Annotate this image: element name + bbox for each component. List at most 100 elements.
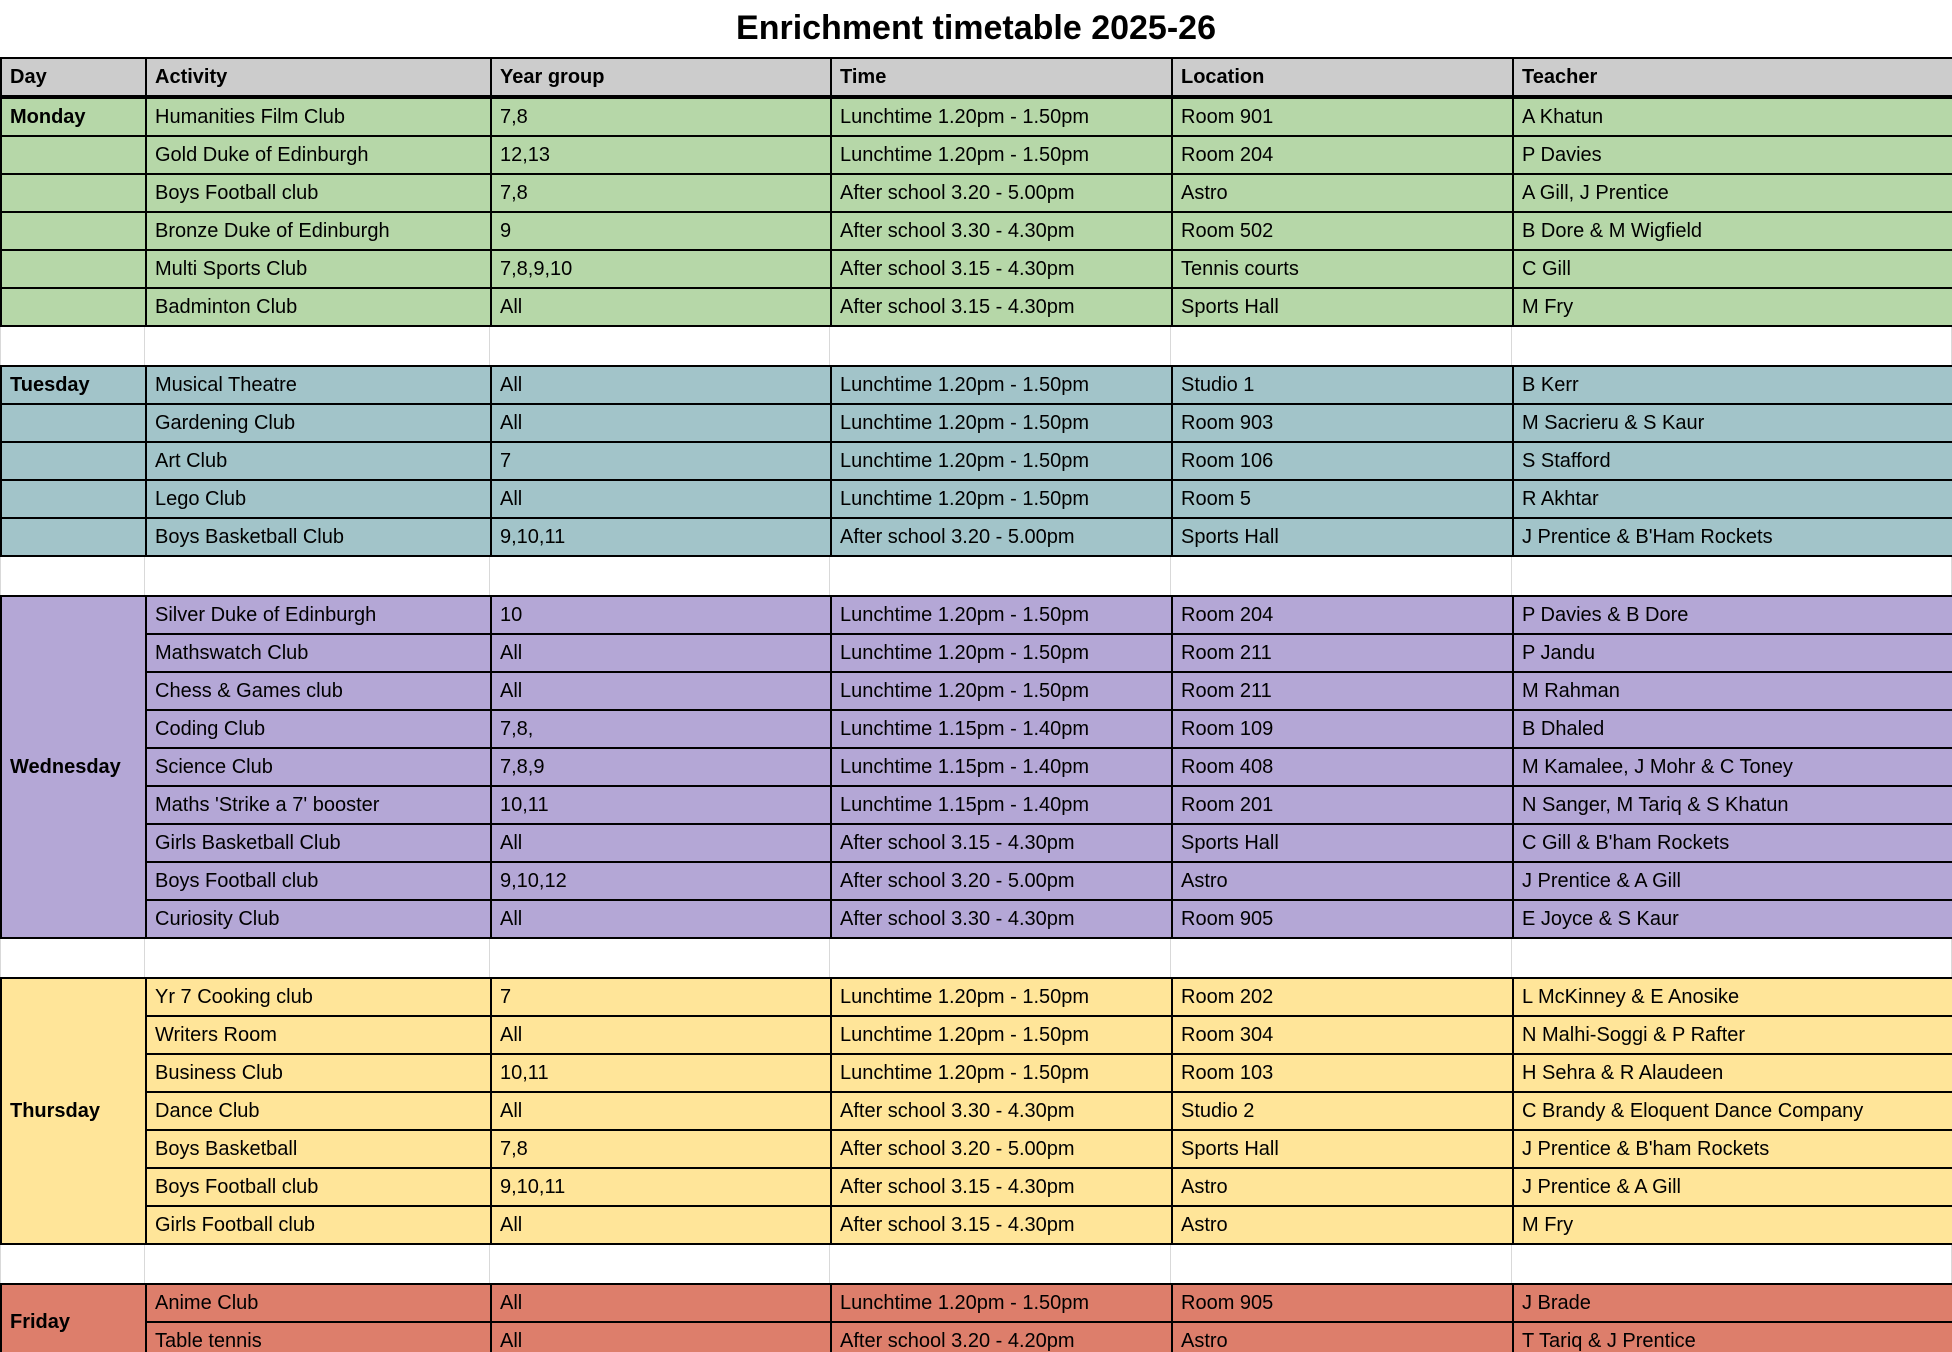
location-cell: Astro — [1171, 1321, 1514, 1352]
table-row: Friday Anime Club All Lunchtime 1.20pm - 1.… — [0, 1283, 1952, 1352]
gap-cell — [1171, 939, 1512, 977]
column-header-teacher: Teacher — [1512, 57, 1952, 97]
day-label: Wednesday — [10, 755, 121, 778]
teacher-cell: H Sehra & R Alaudeen — [1512, 1053, 1952, 1093]
section-gap-row — [0, 939, 1952, 977]
gap-cell — [490, 557, 830, 595]
activity-cell: Gardening Club — [145, 403, 492, 443]
activity-cell: Badminton Club — [145, 287, 492, 327]
table-row: Monday Humanities Film Club 7,8 Lunchtime 1… — [0, 97, 1952, 137]
teacher-cell: S Stafford — [1512, 441, 1952, 481]
time-cell: After school 3.15 - 4.30pm — [830, 287, 1173, 327]
teacher-cell: C Gill & B'ham Rockets — [1512, 823, 1952, 863]
time-cell: After school 3.20 - 4.20pm — [830, 1321, 1173, 1352]
table-row: Girls Basketball Club All After school 3.1… — [1, 823, 1952, 863]
location-cell: Tennis courts — [1171, 249, 1514, 289]
table-row: Dance Club All After school 3.30 - 4.30pm S… — [1, 1091, 1952, 1131]
teacher-cell: M Fry — [1512, 287, 1952, 327]
day-cell-thursday: Thursday — [0, 977, 147, 1245]
teacher-cell: B Dore & M Wigfield — [1512, 211, 1952, 251]
gap-cell — [490, 1245, 830, 1283]
table-row: Mathswatch Club All Lunchtime 1.20pm - 1.5… — [1, 633, 1952, 673]
gap-cell — [1512, 327, 1952, 365]
time-cell: After school 3.15 - 4.30pm — [830, 1205, 1173, 1245]
location-cell: Room 304 — [1171, 1015, 1514, 1055]
year-group-cell: All — [490, 479, 832, 519]
activity-cell: Coding Club — [145, 709, 492, 749]
time-cell: After school 3.15 - 4.30pm — [830, 1167, 1173, 1207]
column-header-time: Time — [830, 57, 1173, 97]
activity-cell: Gold Duke of Edinburgh — [145, 135, 492, 175]
table-row: Boys Football club 7,8 After school 3.20 -… — [0, 173, 1952, 213]
location-cell: Room 905 — [1171, 899, 1514, 939]
time-cell: Lunchtime 1.20pm - 1.50pm — [830, 441, 1173, 481]
year-group-cell: 10,11 — [490, 1053, 832, 1093]
table-row: Maths 'Strike a 7' booster 10,11 Lunchtime… — [1, 785, 1952, 825]
gap-cell — [145, 1245, 490, 1283]
teacher-cell: A Khatun — [1512, 97, 1952, 137]
activity-cell: Anime Club — [145, 1283, 492, 1323]
day-cell-friday: Friday — [0, 1283, 147, 1352]
location-cell: Room 211 — [1171, 671, 1514, 711]
location-cell: Room 202 — [1171, 977, 1514, 1017]
gap-cell — [1512, 557, 1952, 595]
activity-cell: Boys Football club — [145, 1167, 492, 1207]
day-label: Friday — [10, 1310, 71, 1333]
time-cell: Lunchtime 1.20pm - 1.50pm — [830, 671, 1173, 711]
gap-cell — [490, 939, 830, 977]
teacher-cell: P Davies — [1512, 135, 1952, 175]
year-group-cell: All — [490, 403, 832, 443]
page-title: Enrichment timetable 2025-26 — [736, 9, 1216, 47]
year-group-cell: All — [490, 899, 832, 939]
time-cell: After school 3.20 - 5.00pm — [830, 1129, 1173, 1169]
timetable: Day Activity Year group Time Location Teacher… — [0, 57, 1952, 1352]
year-group-cell: All — [490, 365, 832, 405]
time-cell: Lunchtime 1.15pm - 1.40pm — [830, 747, 1173, 787]
gap-cell — [490, 327, 830, 365]
location-cell: Room 109 — [1171, 709, 1514, 749]
table-row: Writers Room All Lunchtime 1.20pm - 1.50pm… — [1, 1015, 1952, 1055]
activity-cell: Mathswatch Club — [145, 633, 492, 673]
activity-cell: Bronze Duke of Edinburgh — [145, 211, 492, 251]
location-cell: Sports Hall — [1171, 287, 1514, 327]
location-cell: Room 408 — [1171, 747, 1514, 787]
gap-cell — [0, 1245, 145, 1283]
time-cell: Lunchtime 1.15pm - 1.40pm — [830, 785, 1173, 825]
activity-cell: Multi Sports Club — [145, 249, 492, 289]
section-gap-row — [0, 1245, 1952, 1283]
activity-cell: Maths 'Strike a 7' booster — [145, 785, 492, 825]
gap-cell — [830, 939, 1171, 977]
teacher-cell: M Kamalee, J Mohr & C Toney — [1512, 747, 1952, 787]
year-group-cell: All — [490, 1015, 832, 1055]
table-row: Science Club 7,8,9 Lunchtime 1.15pm - 1.40… — [1, 747, 1952, 787]
year-group-cell: 9,10,11 — [490, 517, 832, 557]
table-row: Boys Basketball 7,8 After school 3.20 - 5.… — [1, 1129, 1952, 1169]
location-cell: Room 5 — [1171, 479, 1514, 519]
location-cell: Room 211 — [1171, 633, 1514, 673]
teacher-cell: J Prentice & B'ham Rockets — [1512, 1129, 1952, 1169]
year-group-cell: All — [490, 1321, 832, 1352]
location-cell: Astro — [1171, 173, 1514, 213]
table-row: Chess & Games club All Lunchtime 1.20pm - … — [1, 671, 1952, 711]
activity-cell: Dance Club — [145, 1091, 492, 1131]
column-header-year-group: Year group — [490, 57, 832, 97]
year-group-cell: 7 — [490, 977, 832, 1017]
year-group-cell: 9,10,11 — [490, 1167, 832, 1207]
teacher-cell: B Kerr — [1512, 365, 1952, 405]
year-group-cell: 7,8 — [490, 173, 832, 213]
table-row: Girls Football club All After school 3.15 … — [1, 1205, 1952, 1245]
location-cell: Room 905 — [1171, 1283, 1514, 1323]
time-cell: Lunchtime 1.20pm - 1.50pm — [830, 97, 1173, 137]
activity-cell: Humanities Film Club — [145, 97, 492, 137]
time-cell: After school 3.30 - 4.30pm — [830, 1091, 1173, 1131]
day-section-monday: Monday Humanities Film Club 7,8 Lunchtime 1… — [0, 97, 1952, 327]
location-cell: Room 903 — [1171, 403, 1514, 443]
gap-cell — [145, 327, 490, 365]
location-cell: Studio 2 — [1171, 1091, 1514, 1131]
time-cell: After school 3.15 - 4.30pm — [830, 249, 1173, 289]
teacher-cell: P Davies & B Dore — [1512, 595, 1952, 635]
day-cell-tuesday — [0, 479, 147, 519]
table-row: Curiosity Club All After school 3.30 - 4.3… — [1, 899, 1952, 939]
teacher-cell: C Gill — [1512, 249, 1952, 289]
table-row: Boys Football club 9,10,11 After school 3.… — [1, 1167, 1952, 1207]
